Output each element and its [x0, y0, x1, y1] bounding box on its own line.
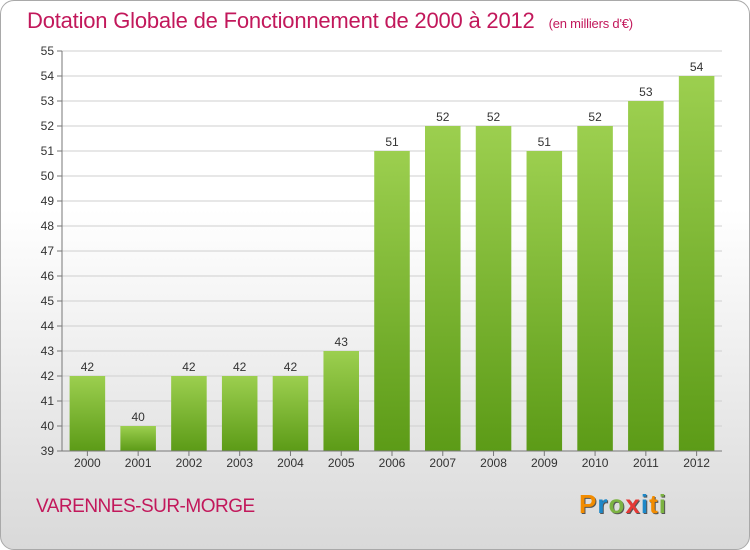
- bar: [526, 151, 563, 451]
- logo-letter: i: [640, 489, 650, 519]
- y-tick-label: 54: [41, 69, 55, 83]
- bar-value-label: 42: [182, 360, 196, 374]
- y-tick-label: 47: [41, 244, 55, 258]
- bar-value-label: 51: [385, 135, 399, 149]
- y-tick-label: 40: [41, 419, 55, 433]
- chart-title-text: Dotation Globale de Fonctionnement de 20…: [27, 8, 535, 33]
- bar: [678, 76, 715, 451]
- x-tick-label: 2001: [125, 456, 152, 470]
- bar-value-label: 43: [335, 335, 349, 349]
- x-tick-label: 2005: [328, 456, 355, 470]
- x-tick-label: 2012: [683, 456, 710, 470]
- y-tick-label: 49: [41, 194, 55, 208]
- bar-value-label: 52: [436, 110, 450, 124]
- logo-letter: t: [649, 489, 659, 519]
- bar-value-label: 51: [538, 135, 552, 149]
- y-tick-label: 48: [41, 219, 55, 233]
- x-tick-label: 2010: [582, 456, 609, 470]
- y-tick-label: 51: [41, 144, 55, 158]
- unit-note: (en milliers d'€): [548, 16, 634, 31]
- logo-letter: r: [597, 489, 609, 519]
- x-tick-label: 2004: [277, 456, 304, 470]
- bar: [120, 426, 156, 451]
- y-tick-label: 50: [41, 169, 55, 183]
- x-tick-label: 2007: [429, 456, 456, 470]
- bar: [425, 126, 461, 451]
- y-tick-label: 44: [41, 319, 55, 333]
- bar: [272, 376, 309, 451]
- bar-value-label: 42: [81, 360, 95, 374]
- logo-letter: P: [579, 489, 598, 519]
- bar-value-label: 53: [639, 85, 653, 99]
- proxiti-logo[interactable]: Proxiti: [579, 489, 667, 520]
- x-tick-label: 2003: [226, 456, 253, 470]
- logo-letter: o: [608, 489, 626, 519]
- logo-letter: x: [625, 489, 641, 519]
- x-tick-label: 2002: [176, 456, 203, 470]
- y-tick-label: 42: [41, 369, 55, 383]
- bar: [69, 376, 106, 451]
- bar: [475, 126, 512, 451]
- chart-title: Dotation Globale de Fonctionnement de 20…: [27, 8, 633, 34]
- bar: [171, 376, 207, 451]
- x-tick-label: 2008: [480, 456, 507, 470]
- y-tick-label: 39: [41, 444, 55, 458]
- bar-value-label: 42: [233, 360, 247, 374]
- y-tick-label: 45: [41, 294, 55, 308]
- y-tick-label: 53: [41, 94, 55, 108]
- y-tick-label: 41: [41, 394, 55, 408]
- bar-value-label: 52: [588, 110, 602, 124]
- x-tick-label: 2006: [379, 456, 406, 470]
- x-tick-label: 2009: [531, 456, 558, 470]
- y-tick-label: 55: [41, 44, 55, 58]
- y-tick-label: 52: [41, 119, 55, 133]
- commune-name: VARENNES-SUR-MORGE: [36, 496, 255, 517]
- y-tick-label: 43: [41, 344, 55, 358]
- bar: [628, 101, 664, 451]
- bar-value-label: 52: [487, 110, 501, 124]
- bar-value-label: 42: [284, 360, 298, 374]
- logo-letter: i: [658, 489, 667, 519]
- bar: [323, 351, 359, 451]
- bar-value-label: 54: [690, 60, 704, 74]
- y-tick-label: 46: [41, 269, 55, 283]
- bar-value-label: 40: [131, 410, 145, 424]
- x-tick-label: 2011: [633, 456, 659, 470]
- x-tick-label: 2000: [74, 456, 101, 470]
- bar: [577, 126, 613, 451]
- bar: [221, 376, 258, 451]
- bar: [374, 151, 410, 451]
